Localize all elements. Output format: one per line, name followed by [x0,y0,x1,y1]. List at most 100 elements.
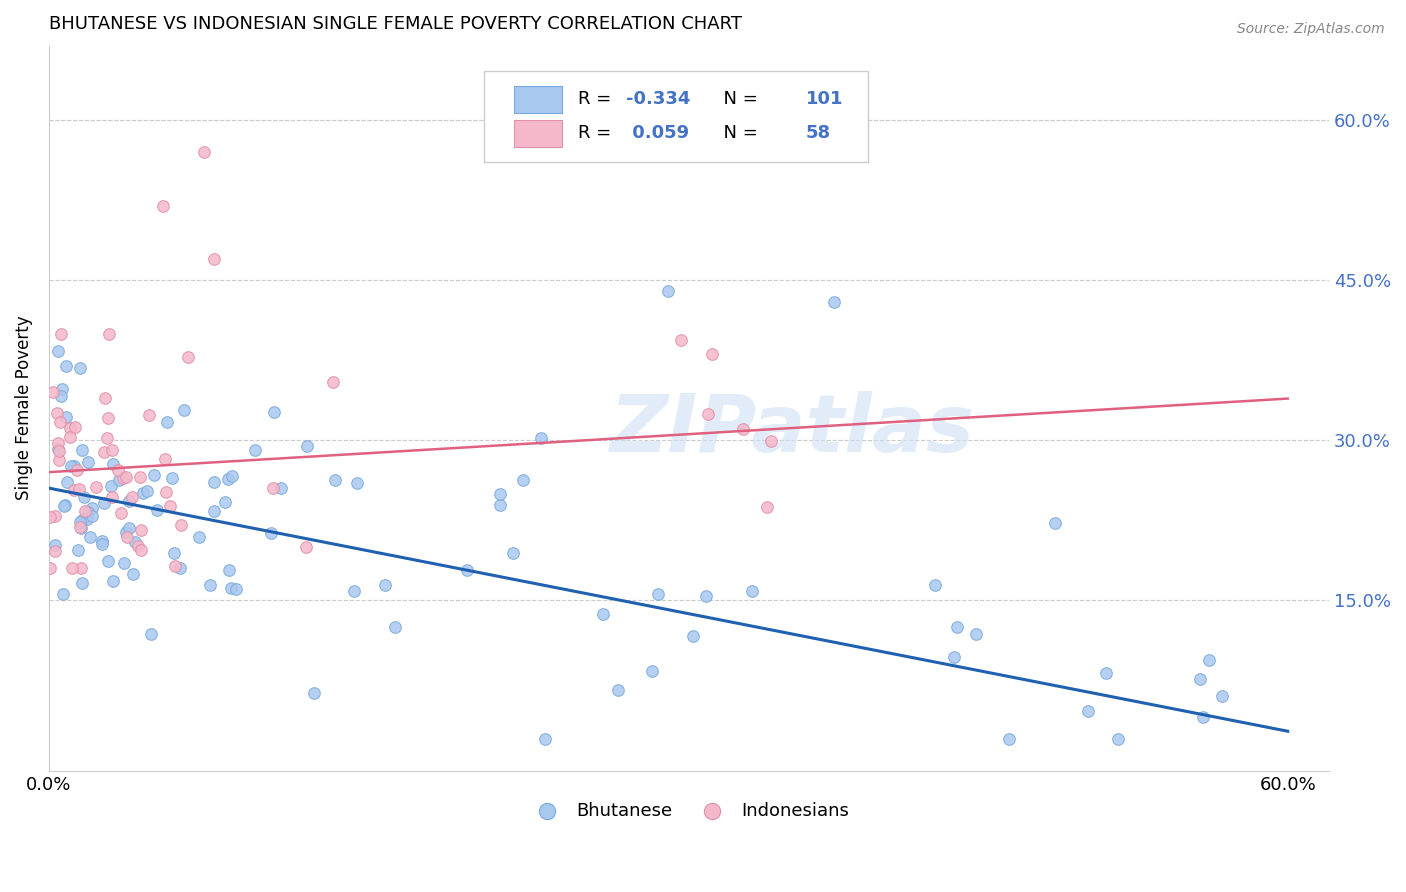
Point [62,483,84,497]
Point [76,511,98,525]
Point [1095,665,1118,680]
Text: N =: N = [711,90,763,108]
Point [49,415,72,429]
Point [131,523,153,537]
Point [489,486,512,500]
Point [152,198,174,212]
Point [127,539,149,553]
Point [91,533,114,548]
Point [1198,653,1220,667]
Point [90,536,112,550]
Point [202,504,225,518]
Point [163,546,186,560]
Text: R =: R = [578,90,617,108]
Point [156,415,179,429]
Point [56,475,79,490]
Point [169,560,191,574]
Point [219,581,242,595]
Point [173,403,195,417]
Point [59,430,82,444]
Point [733,422,755,436]
Point [1043,516,1066,530]
Text: ZIPatlas: ZIPatlas [609,391,974,469]
Point [489,498,512,512]
Point [143,467,166,482]
Point [67,482,90,496]
Point [202,475,225,489]
Text: BHUTANESE VS INDONESIAN SINGLE FEMALE POVERTY CORRELATION CHART: BHUTANESE VS INDONESIAN SINGLE FEMALE PO… [49,15,742,33]
Point [100,490,122,504]
Point [100,479,122,493]
Legend: Bhutanese, Indonesians: Bhutanese, Indonesians [522,795,856,827]
Point [60,561,83,575]
Point [66,463,89,477]
Y-axis label: Single Female Poverty: Single Female Poverty [15,316,32,500]
Text: 58: 58 [806,124,831,143]
Point [93,495,115,509]
Point [77,505,100,519]
Point [96,431,118,445]
Point [44,538,66,552]
Point [1077,704,1099,718]
Point [49,389,72,403]
Point [135,484,157,499]
Point [218,563,240,577]
Point [139,627,162,641]
Point [170,518,193,533]
Point [46,442,69,456]
Point [695,589,717,603]
Point [607,682,630,697]
Point [384,620,406,634]
Point [69,520,91,534]
Point [97,554,120,568]
Point [118,493,141,508]
Point [42,385,65,400]
Point [502,546,524,560]
Point [512,473,534,487]
Point [998,731,1021,746]
Point [114,556,136,570]
Point [112,471,135,485]
Point [53,498,76,512]
Point [1107,731,1129,746]
Point [657,284,679,298]
Point [193,145,215,160]
Text: N =: N = [711,124,763,143]
Point [69,360,91,375]
Point [59,421,82,435]
Point [101,443,124,458]
Point [162,471,184,485]
Point [682,628,704,642]
Point [55,409,77,424]
Point [38,510,60,524]
Text: Source: ZipAtlas.com: Source: ZipAtlas.com [1237,22,1385,37]
Point [51,382,73,396]
Point [59,458,82,473]
Point [55,359,77,373]
Point [1188,672,1211,686]
Point [217,472,239,486]
Point [295,439,318,453]
Point [94,391,117,405]
Point [46,405,69,419]
Point [114,524,136,539]
Point [304,686,326,700]
Point [295,540,318,554]
Point [322,375,344,389]
Point [270,481,292,495]
Point [101,457,124,471]
FancyBboxPatch shape [484,71,868,161]
Point [647,586,669,600]
Point [155,485,177,500]
Point [262,481,284,495]
Point [101,574,124,588]
Point [924,578,946,592]
Point [159,499,181,513]
Point [48,444,70,458]
Point [374,578,396,592]
Point [741,583,763,598]
Point [84,480,107,494]
Point [44,544,66,558]
Point [70,521,93,535]
Point [146,502,169,516]
